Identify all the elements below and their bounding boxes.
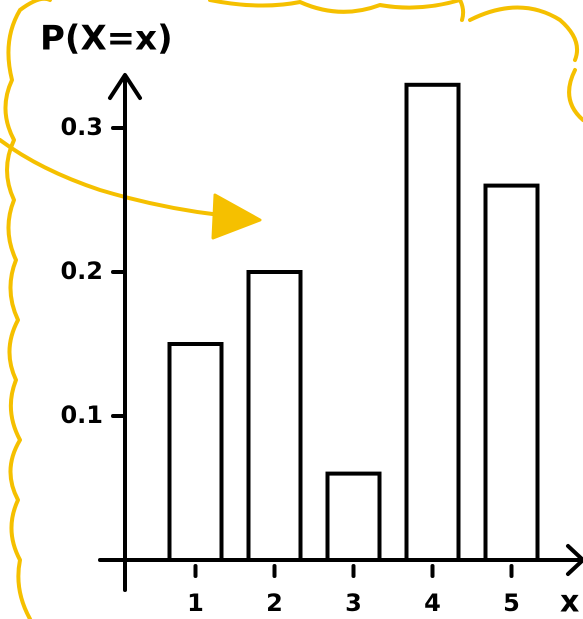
bar bbox=[170, 344, 222, 560]
bar bbox=[249, 272, 301, 560]
x-tick-label: 5 bbox=[503, 589, 520, 617]
x-tick-label: 1 bbox=[187, 589, 204, 617]
y-tick-label: 0.3 bbox=[60, 113, 103, 141]
x-axis-label: x bbox=[560, 585, 579, 619]
x-tick-label: 3 bbox=[345, 589, 362, 617]
x-tick-label: 2 bbox=[266, 589, 283, 617]
axis-title: P(X=x) bbox=[40, 19, 173, 59]
y-axis bbox=[110, 75, 140, 590]
bar bbox=[486, 186, 538, 560]
y-tick-label: 0.1 bbox=[60, 401, 103, 429]
y-tick-label: 0.2 bbox=[60, 257, 103, 285]
pointer-arrowhead bbox=[213, 195, 260, 238]
x-tick-label: 4 bbox=[424, 589, 441, 617]
pointer-arrow bbox=[0, 140, 220, 215]
bar bbox=[407, 85, 459, 560]
bar bbox=[328, 474, 380, 560]
chart: P(X=x) x 0.1 0.2 0.3 1 2 3 4 5 bbox=[0, 0, 583, 619]
